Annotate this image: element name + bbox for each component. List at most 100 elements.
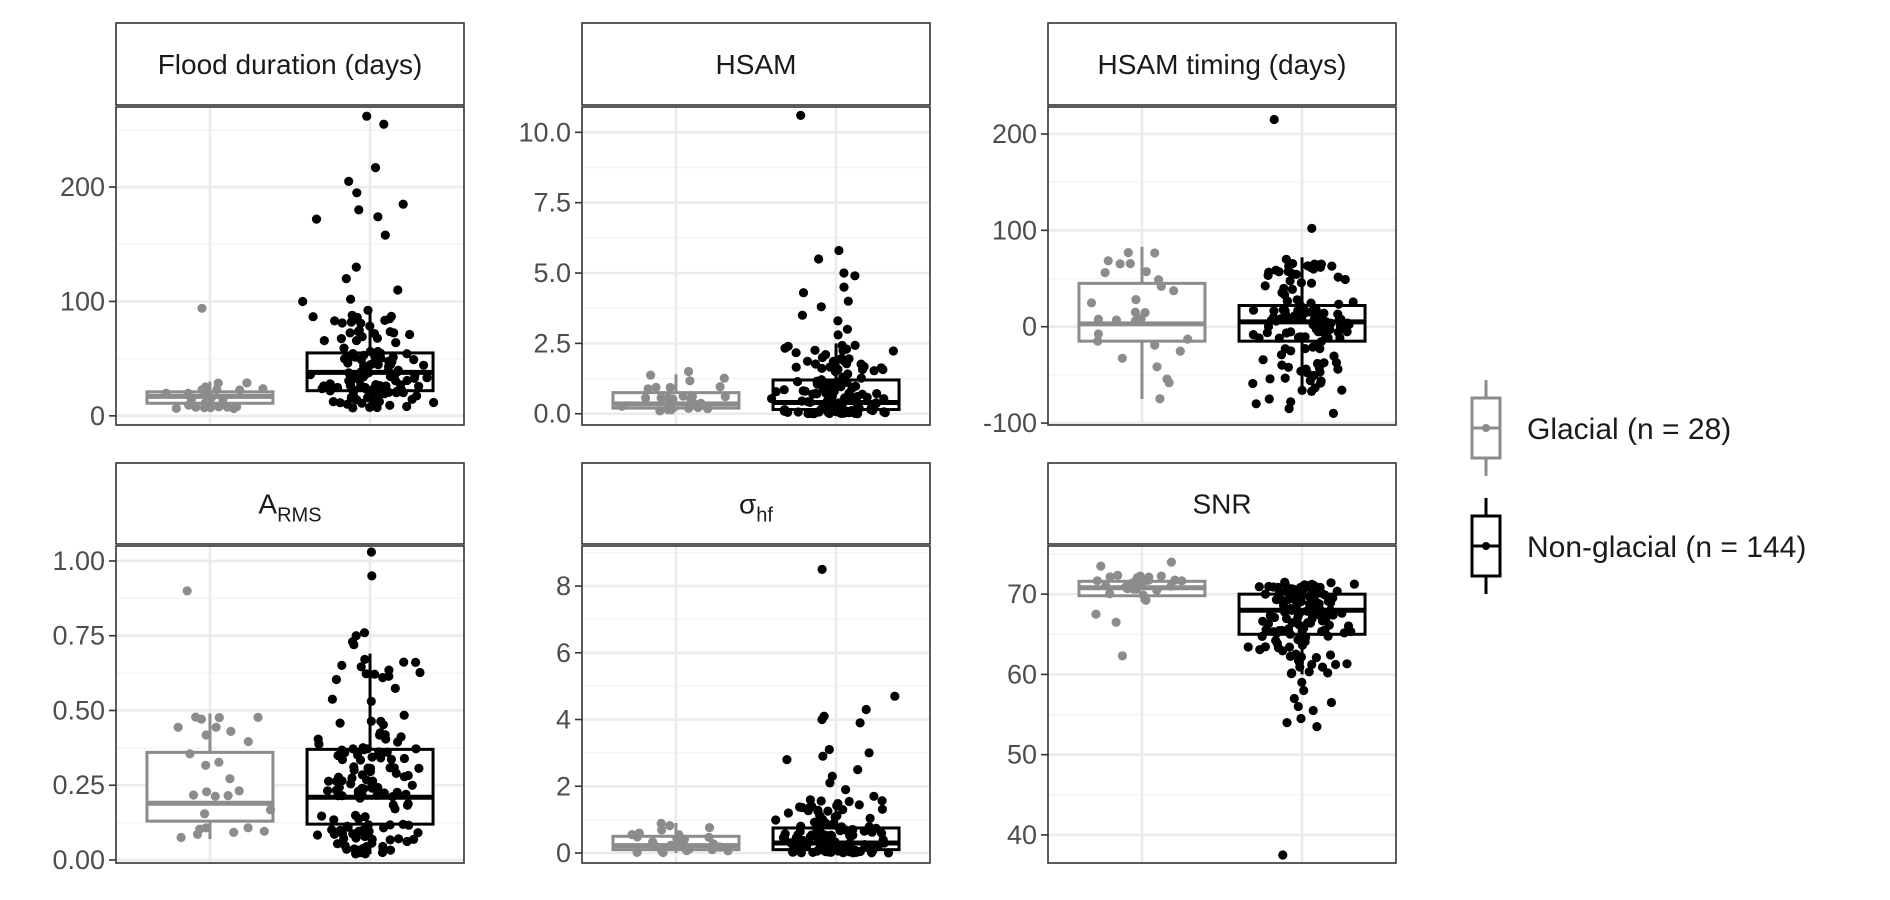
- data-point: [1292, 600, 1302, 610]
- data-point: [850, 340, 860, 350]
- data-point: [323, 786, 333, 796]
- data-point: [812, 389, 822, 399]
- data-point: [344, 176, 354, 186]
- data-point: [658, 847, 668, 858]
- y-tick-label: 8: [556, 571, 571, 601]
- data-point: [210, 791, 220, 801]
- data-point: [339, 343, 349, 353]
- data-point: [1268, 582, 1278, 592]
- data-point: [1316, 611, 1326, 621]
- data-point: [1312, 722, 1322, 732]
- data-point: [192, 829, 203, 840]
- data-point: [1340, 323, 1350, 334]
- data-point: [375, 728, 385, 738]
- data-point: [173, 722, 183, 732]
- data-point: [1277, 595, 1287, 605]
- data-point: [855, 718, 865, 728]
- data-point: [382, 747, 392, 757]
- data-point: [379, 788, 389, 798]
- data-point: [779, 385, 789, 395]
- data-point: [1265, 374, 1275, 384]
- y-tick-label: -100: [983, 408, 1037, 438]
- data-point: [834, 245, 844, 256]
- data-point: [1296, 366, 1306, 376]
- data-point: [1278, 646, 1288, 656]
- data-point: [333, 382, 343, 393]
- data-point: [797, 310, 808, 320]
- data-point: [1086, 298, 1097, 308]
- data-point: [1299, 623, 1309, 633]
- data-point: [391, 768, 401, 779]
- data-point: [1317, 309, 1327, 319]
- data-point: [834, 398, 844, 408]
- data-point: [390, 376, 401, 386]
- data-point: [1319, 358, 1329, 368]
- data-point: [265, 805, 276, 815]
- data-point: [329, 829, 339, 839]
- data-point: [1308, 342, 1318, 352]
- data-point: [1333, 272, 1343, 282]
- data-point: [853, 765, 863, 775]
- legend-label-non-glacial: Non-glacial (n = 144): [1527, 531, 1806, 564]
- data-point: [839, 282, 849, 292]
- data-point: [1331, 659, 1341, 670]
- data-point: [833, 316, 843, 326]
- data-point: [1115, 259, 1125, 269]
- data-point: [201, 730, 211, 740]
- box-glacial: [145, 303, 275, 414]
- data-point: [312, 830, 323, 840]
- data-point: [1296, 652, 1306, 662]
- data-point: [817, 363, 827, 373]
- facet-strip: [115, 462, 465, 545]
- data-point: [319, 336, 329, 346]
- box-non-glacial: [1237, 114, 1367, 418]
- data-point: [839, 356, 849, 366]
- data-point: [327, 694, 337, 704]
- data-point: [1305, 376, 1315, 386]
- data-point: [1308, 599, 1318, 609]
- data-point: [305, 370, 315, 380]
- data-point: [879, 394, 889, 404]
- data-point: [843, 296, 853, 306]
- data-point: [767, 394, 777, 404]
- data-point: [1300, 344, 1310, 354]
- data-point: [361, 842, 372, 852]
- y-tick-label: 4: [556, 705, 571, 735]
- data-point: [848, 825, 858, 835]
- facet-panel-4: σhf 0 2 4 6 8: [556, 462, 931, 868]
- data-point: [1288, 259, 1298, 269]
- data-point: [1286, 327, 1296, 337]
- box-glacial: [1077, 246, 1207, 404]
- data-point: [832, 811, 842, 821]
- data-point: [792, 377, 803, 387]
- data-point: [1308, 606, 1318, 616]
- data-point: [359, 350, 369, 360]
- data-point: [1301, 632, 1311, 642]
- data-point: [685, 376, 695, 386]
- data-point: [191, 402, 201, 412]
- data-point: [1093, 329, 1103, 339]
- data-point: [1279, 283, 1289, 293]
- data-point: [348, 744, 358, 754]
- data-point: [337, 755, 347, 765]
- data-point: [1317, 626, 1327, 637]
- data-point: [854, 800, 864, 810]
- facet-strip: [581, 22, 931, 106]
- data-point: [1152, 585, 1162, 595]
- data-point: [370, 669, 380, 679]
- panel-border: [1047, 545, 1397, 864]
- data-point: [807, 801, 817, 811]
- data-point: [1138, 590, 1148, 600]
- data-point: [1315, 344, 1325, 354]
- data-point: [1170, 575, 1180, 585]
- data-point: [361, 384, 371, 394]
- data-point: [332, 839, 343, 849]
- data-point: [813, 806, 823, 816]
- data-point: [378, 841, 388, 852]
- data-point: [890, 691, 900, 701]
- data-point: [171, 403, 181, 413]
- data-point: [1280, 577, 1290, 587]
- data-point: [330, 316, 340, 326]
- data-point: [1326, 697, 1336, 708]
- data-point: [396, 732, 406, 742]
